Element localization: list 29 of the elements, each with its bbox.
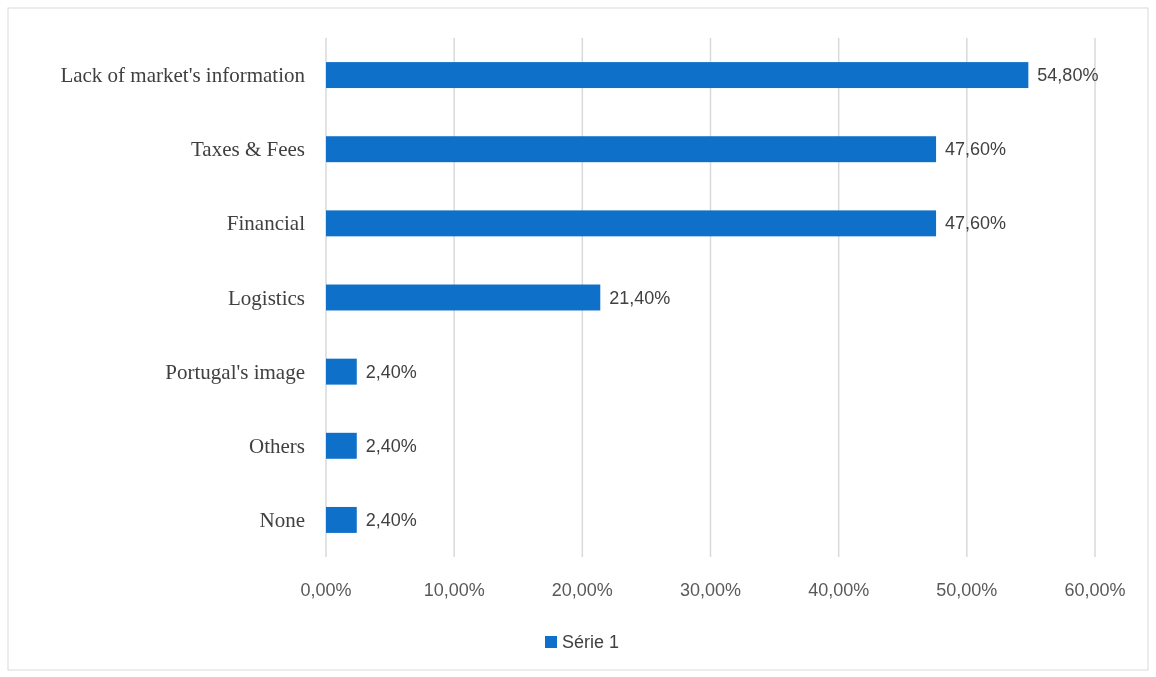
data-label: 2,40% [365, 509, 417, 530]
x-tick-label: 60,00% [1064, 580, 1126, 600]
bar [326, 506, 357, 533]
y-tick-label: Others [249, 433, 305, 458]
x-tick-label: 0,00% [300, 580, 352, 600]
y-tick-label: Portugal's image [165, 359, 305, 384]
bar [326, 432, 357, 459]
y-tick-label: Lack of market's information [60, 63, 306, 88]
data-label: 47,60% [945, 213, 1007, 234]
data-label: 21,40% [609, 287, 671, 308]
bar [326, 358, 357, 385]
legend-label: Série 1 [562, 632, 620, 652]
data-label: 2,40% [365, 435, 417, 456]
bar [326, 284, 601, 311]
data-label: 47,60% [945, 139, 1007, 160]
x-tick-label: 30,00% [679, 580, 742, 600]
y-tick-label: None [259, 507, 305, 532]
y-tick-label: Taxes & Fees [190, 137, 305, 162]
bar [326, 136, 937, 163]
y-tick-label: Logistics [228, 285, 305, 310]
x-tick-label: 50,00% [936, 580, 998, 600]
x-tick-label: 40,00% [808, 580, 870, 600]
x-tick-label: 10,00% [423, 580, 485, 600]
bar [326, 210, 937, 237]
data-label: 2,40% [365, 361, 417, 382]
y-tick-label: Financial [226, 211, 306, 236]
bar [326, 62, 1029, 89]
x-tick-label: 20,00% [551, 580, 613, 600]
data-label: 54,80% [1037, 65, 1099, 86]
